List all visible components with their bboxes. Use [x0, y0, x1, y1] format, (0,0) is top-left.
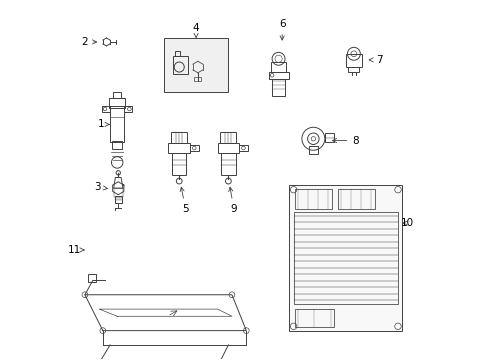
Bar: [110, 107, 124, 142]
Bar: [168, 143, 190, 153]
Bar: [115, 196, 122, 203]
Bar: [293, 212, 397, 304]
Bar: [221, 153, 235, 175]
Bar: [270, 62, 286, 72]
Bar: [271, 78, 285, 96]
Text: 11: 11: [67, 245, 84, 255]
Bar: [346, 54, 361, 67]
Text: 2: 2: [81, 37, 97, 47]
Bar: [268, 72, 288, 79]
Bar: [294, 189, 331, 209]
Text: 10: 10: [400, 218, 413, 228]
Bar: [294, 309, 334, 327]
Bar: [109, 98, 125, 108]
Text: 6: 6: [278, 19, 285, 40]
Bar: [348, 67, 359, 72]
Bar: [289, 185, 402, 330]
Bar: [124, 106, 132, 112]
Text: 8: 8: [332, 136, 358, 145]
Bar: [324, 134, 333, 142]
Bar: [194, 77, 201, 81]
Bar: [113, 188, 122, 197]
Text: 1: 1: [98, 120, 110, 129]
Text: 4: 4: [192, 23, 199, 38]
Bar: [337, 189, 374, 209]
Bar: [172, 56, 187, 74]
Bar: [102, 106, 110, 112]
Bar: [220, 132, 236, 143]
Text: 5: 5: [180, 187, 188, 214]
Text: 9: 9: [228, 187, 237, 214]
Bar: [171, 132, 187, 143]
Text: 7: 7: [368, 55, 382, 65]
Bar: [163, 39, 228, 92]
Bar: [174, 51, 180, 56]
Bar: [308, 146, 317, 154]
Bar: [88, 274, 96, 282]
Bar: [112, 141, 122, 149]
Text: 3: 3: [94, 182, 107, 192]
Bar: [217, 143, 239, 153]
Bar: [239, 145, 247, 151]
Bar: [172, 153, 186, 175]
Bar: [113, 92, 121, 98]
Bar: [190, 145, 199, 151]
